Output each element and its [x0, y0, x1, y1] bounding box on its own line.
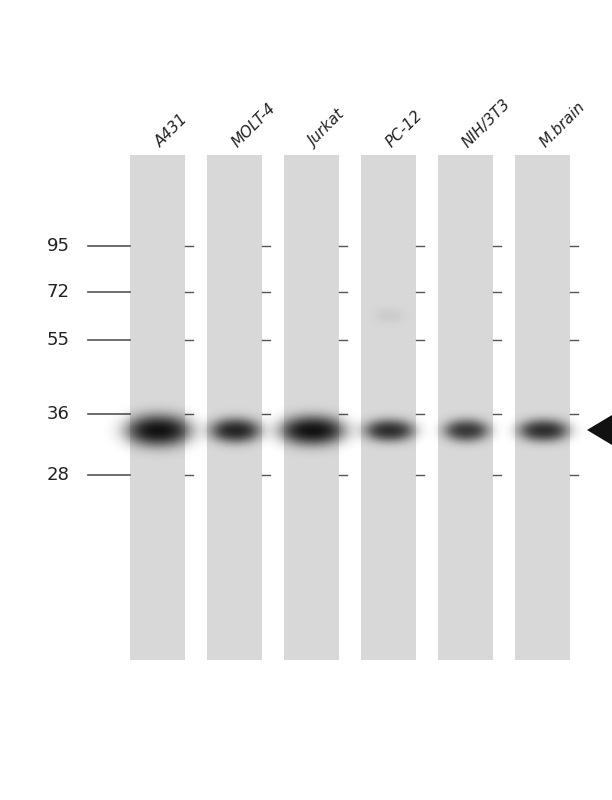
- Text: A431: A431: [152, 111, 190, 150]
- Text: 72: 72: [47, 283, 70, 301]
- Text: MOLT-4: MOLT-4: [229, 101, 278, 150]
- Text: NIH/3T3: NIH/3T3: [460, 96, 514, 150]
- Polygon shape: [587, 407, 612, 453]
- Bar: [515, 155, 570, 660]
- Text: 55: 55: [47, 331, 70, 349]
- Text: 36: 36: [47, 405, 70, 423]
- Text: 28: 28: [47, 466, 70, 484]
- Text: M.brain: M.brain: [537, 99, 588, 150]
- Text: PC-12: PC-12: [383, 108, 425, 150]
- Bar: [284, 155, 339, 660]
- Bar: [361, 155, 416, 660]
- Text: 95: 95: [47, 237, 70, 255]
- Bar: [438, 155, 493, 660]
- Bar: [130, 155, 185, 660]
- Text: Jurkat: Jurkat: [306, 108, 348, 150]
- Bar: [207, 155, 262, 660]
